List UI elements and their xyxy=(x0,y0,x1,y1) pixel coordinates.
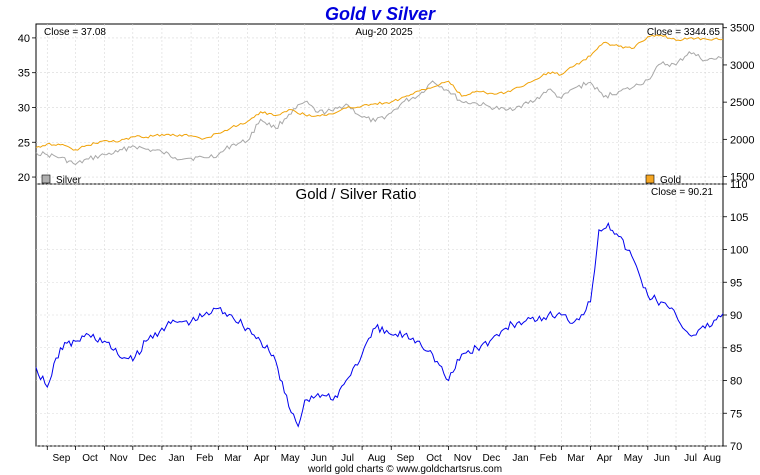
x-tick-label: Aug xyxy=(368,453,386,464)
gold-legend-swatch xyxy=(645,174,655,184)
x-tick-label: Apr xyxy=(254,453,270,464)
x-tick-label: Jan xyxy=(168,453,184,464)
left-y-tick-label: 20 xyxy=(18,172,30,184)
ratio-series-line xyxy=(35,221,724,428)
x-tick-label: Oct xyxy=(426,453,442,464)
right-y-tick-label: 2500 xyxy=(730,97,754,109)
ratio-y-tick-label: 100 xyxy=(730,245,748,257)
silver-legend-label: Silver xyxy=(56,175,82,186)
right-y-tick-label: 1500 xyxy=(730,172,754,184)
silver-series-line xyxy=(35,51,724,166)
x-tick-label: Jul xyxy=(341,453,354,464)
left-close-label: Close = 37.08 xyxy=(44,27,106,38)
silver-legend-swatch xyxy=(41,174,51,184)
date-label: Aug-20 2025 xyxy=(355,27,413,38)
x-tick-label: Aug xyxy=(703,453,721,464)
x-tick-label: Feb xyxy=(540,453,558,464)
left-y-tick-label: 25 xyxy=(18,137,30,149)
x-tick-label: Jul xyxy=(684,453,697,464)
ratio-close-label: Close = 90.21 xyxy=(651,187,713,198)
x-tick-label: Mar xyxy=(224,453,242,464)
left-y-tick-label: 35 xyxy=(18,68,30,80)
top-panel xyxy=(35,23,724,185)
ratio-y-tick-label: 85 xyxy=(730,343,742,355)
ratio-y-tick-label: 90 xyxy=(730,310,742,322)
x-tick-label: Oct xyxy=(82,453,98,464)
data-lines xyxy=(35,34,724,428)
x-tick-label: May xyxy=(281,453,300,464)
x-tick-label: Nov xyxy=(110,453,128,464)
x-tick-label: May xyxy=(624,453,643,464)
x-tick-label: Mar xyxy=(567,453,585,464)
ratio-y-tick-label: 110 xyxy=(730,179,748,191)
right-y-tick-label: 3000 xyxy=(730,60,754,72)
ratio-y-tick-label: 75 xyxy=(730,408,742,420)
x-tick-label: Dec xyxy=(138,453,156,464)
axes: Sep Oct Nov Dec Jan Feb Mar Apr May Jun Jul Aug Sep O… xyxy=(18,23,755,464)
left-y-tick-label: 30 xyxy=(18,102,30,114)
gold-legend-label: Gold xyxy=(660,175,681,186)
ratio-y-tick-label: 70 xyxy=(730,441,742,453)
x-tick-label: Jun xyxy=(654,453,670,464)
chart-title: Gold v Silver xyxy=(325,4,436,24)
grid xyxy=(36,24,723,447)
x-tick-label: Dec xyxy=(482,453,500,464)
right-close-label: Close = 3344.65 xyxy=(647,27,721,38)
right-y-tick-label: 3500 xyxy=(730,23,754,35)
x-tick-label: Sep xyxy=(52,453,70,464)
footer-credit: world gold charts © www.goldchartsrus.co… xyxy=(307,464,502,475)
x-tick-label: Nov xyxy=(454,453,472,464)
x-tick-label: Feb xyxy=(196,453,214,464)
bottom-panel xyxy=(35,183,724,447)
ratio-y-tick-label: 95 xyxy=(730,277,742,289)
ratio-y-tick-label: 105 xyxy=(730,212,748,224)
x-tick-label: Jan xyxy=(512,453,528,464)
gold-series-line xyxy=(35,34,724,151)
right-y-tick-label: 2000 xyxy=(730,134,754,146)
x-tick-label: Jun xyxy=(311,453,327,464)
x-tick-label: Apr xyxy=(597,453,613,464)
x-tick-label: Sep xyxy=(396,453,414,464)
ratio-y-tick-label: 80 xyxy=(730,376,742,388)
ratio-title: Gold / Silver Ratio xyxy=(296,186,417,203)
left-y-tick-label: 40 xyxy=(18,33,30,45)
